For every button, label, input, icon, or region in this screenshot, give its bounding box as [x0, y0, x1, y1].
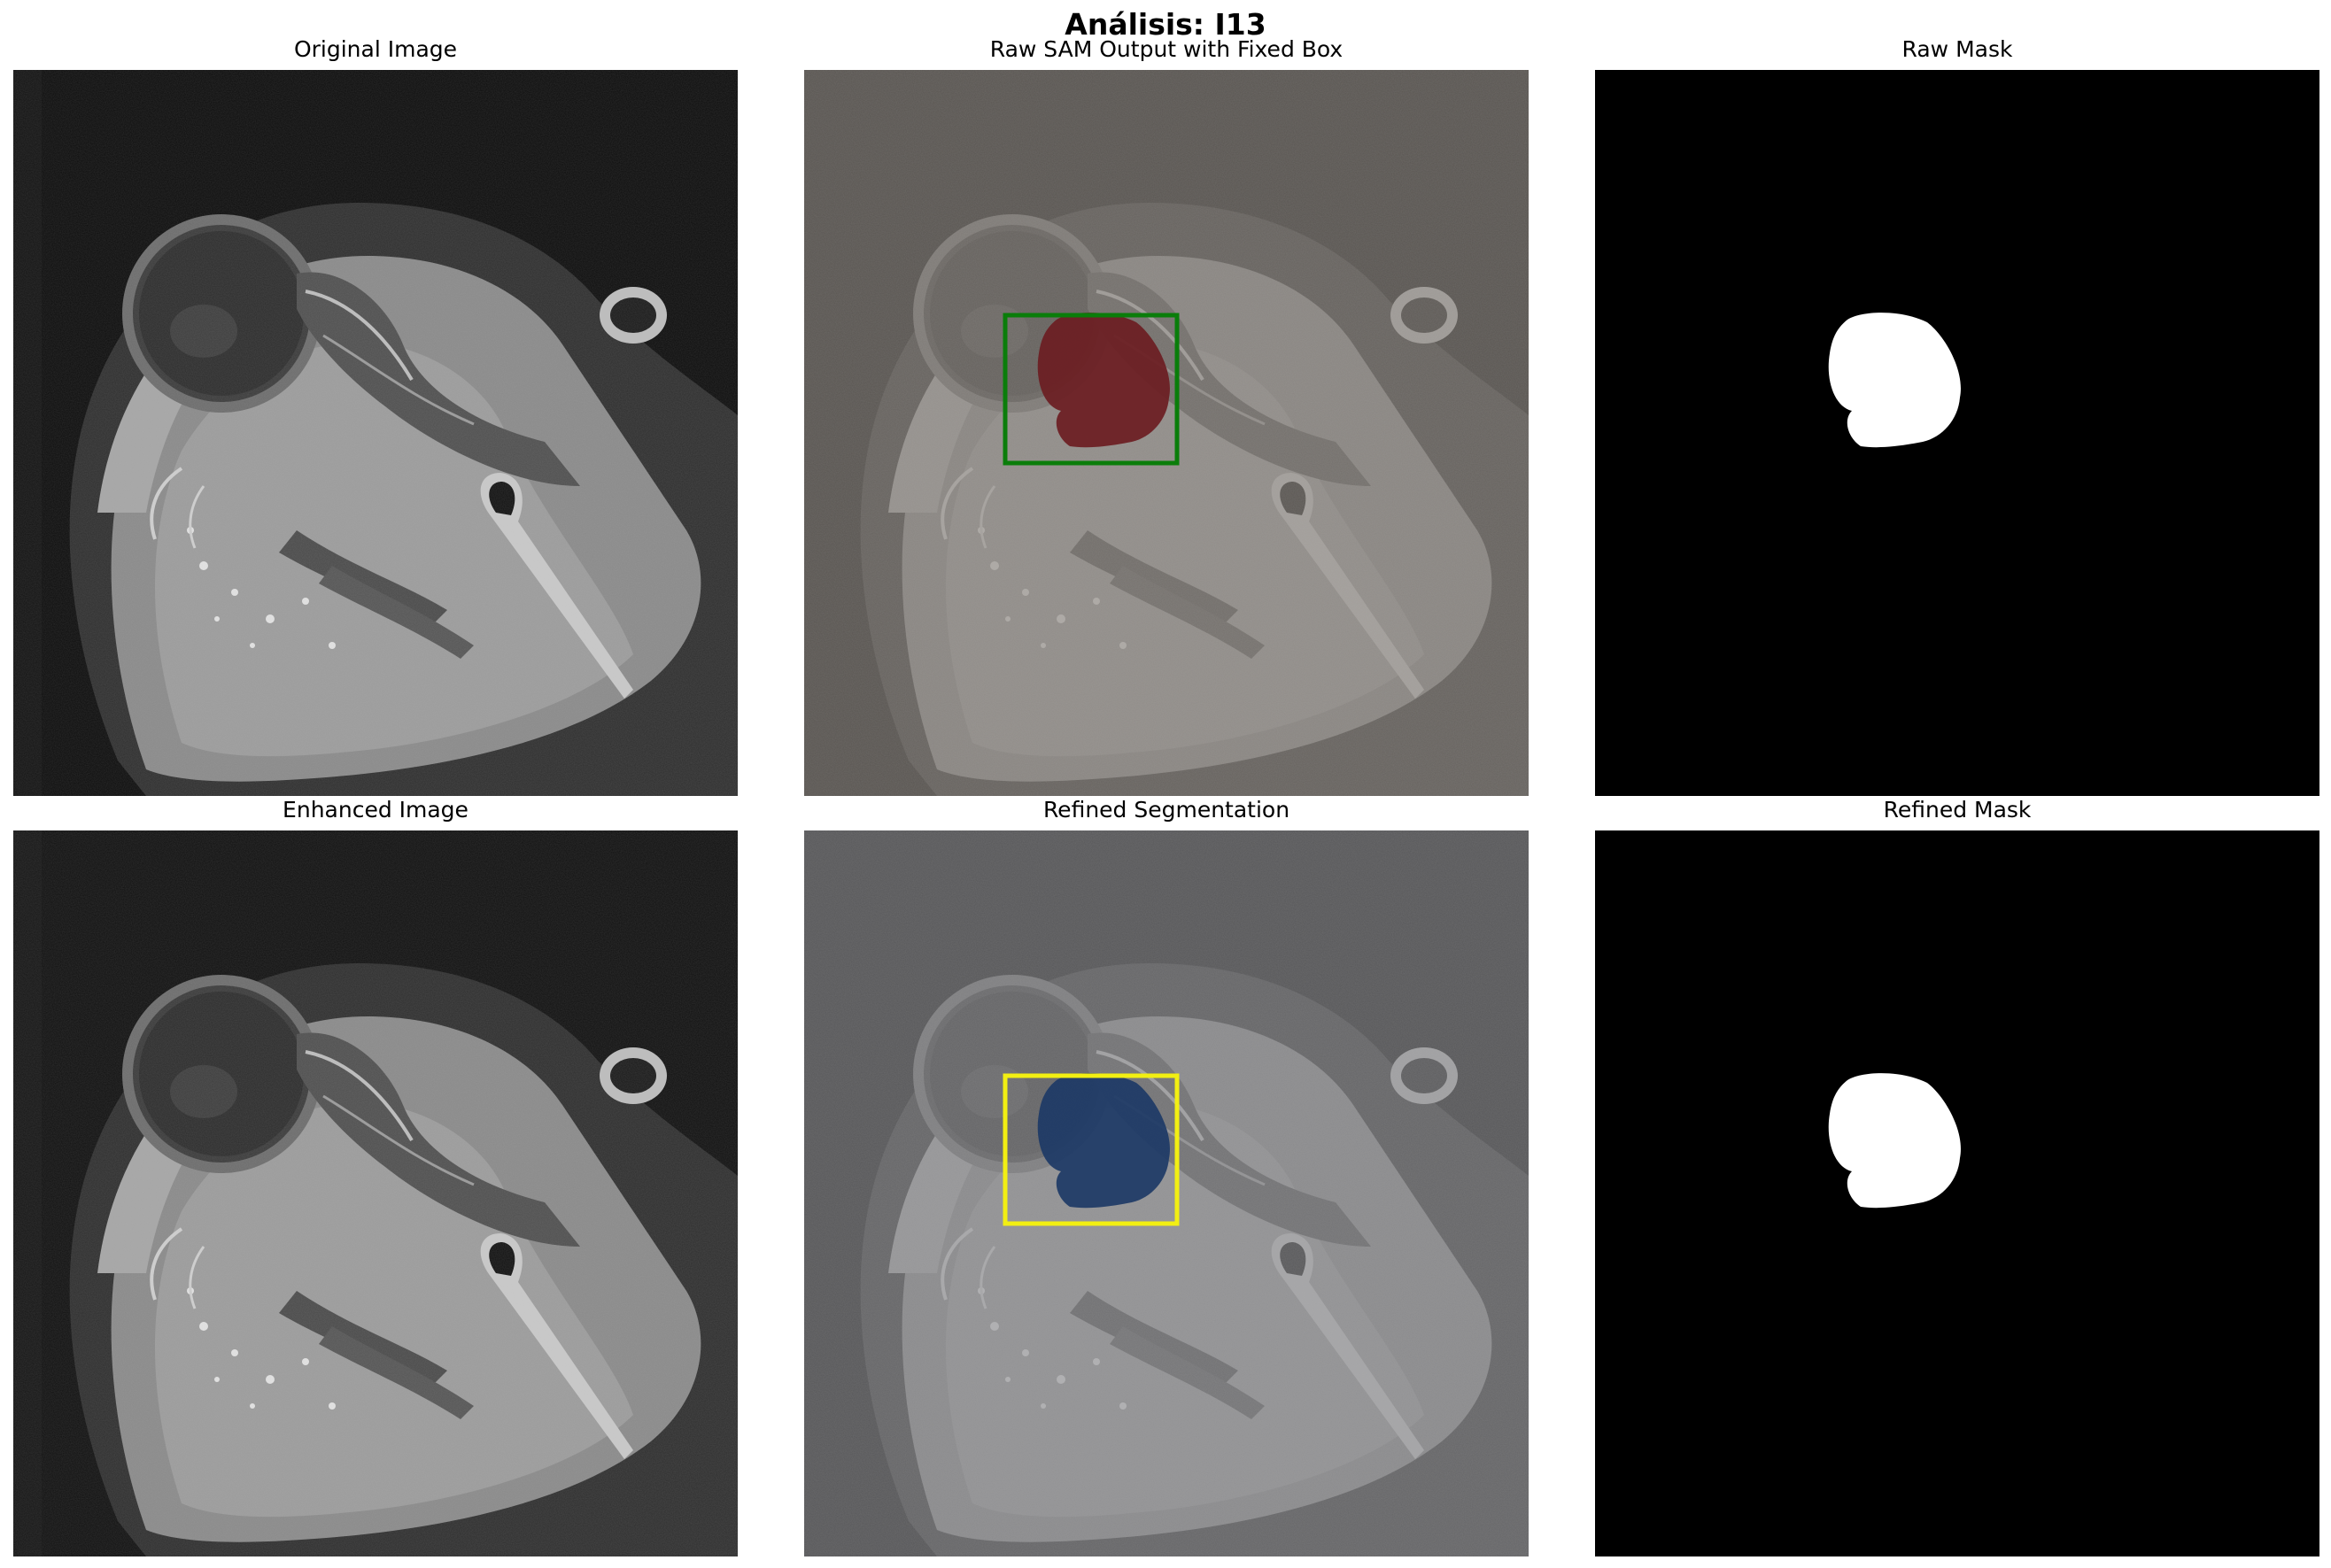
panel-title: Enhanced Image [283, 797, 469, 823]
panel-title: Raw Mask [1901, 36, 2013, 62]
mask-region [1828, 313, 1961, 448]
mri-slice-enhanced [13, 830, 738, 1556]
original-image [13, 70, 738, 796]
refined-segmentation-image [804, 830, 1529, 1556]
bounding-box [1003, 1073, 1180, 1226]
binary-mask [1595, 70, 2319, 796]
enhanced-image [13, 830, 738, 1556]
panel-refined-segmentation: Refined Segmentation [804, 797, 1529, 1556]
raw-mask-image [1595, 70, 2319, 796]
mri-overlay [804, 70, 1529, 796]
mri-overlay-refined [804, 830, 1529, 1556]
panel-raw-mask: Raw Mask [1595, 36, 2319, 796]
mri-slice [13, 70, 738, 796]
segmentation-mask [1037, 1073, 1170, 1209]
binary-mask-refined [1595, 830, 2319, 1556]
panel-refined-mask: Refined Mask [1595, 797, 2319, 1556]
panel-original-image: Original Image [13, 36, 738, 796]
panel-enhanced-image: Enhanced Image [13, 797, 738, 1556]
mask-region [1828, 1073, 1961, 1209]
figure-title: Análisis: I13 [1065, 7, 1266, 42]
bounding-box [1003, 313, 1180, 466]
panel-title: Refined Mask [1883, 797, 2032, 823]
panel-title: Original Image [293, 36, 458, 62]
panel-title: Raw SAM Output with Fixed Box [989, 36, 1344, 62]
panel-title: Refined Segmentation [1042, 797, 1290, 823]
raw-sam-output-image [804, 70, 1529, 796]
segmentation-mask [1037, 313, 1170, 448]
refined-mask-image [1595, 830, 2319, 1556]
panel-raw-sam-output: Raw SAM Output with Fixed Box [804, 36, 1529, 796]
